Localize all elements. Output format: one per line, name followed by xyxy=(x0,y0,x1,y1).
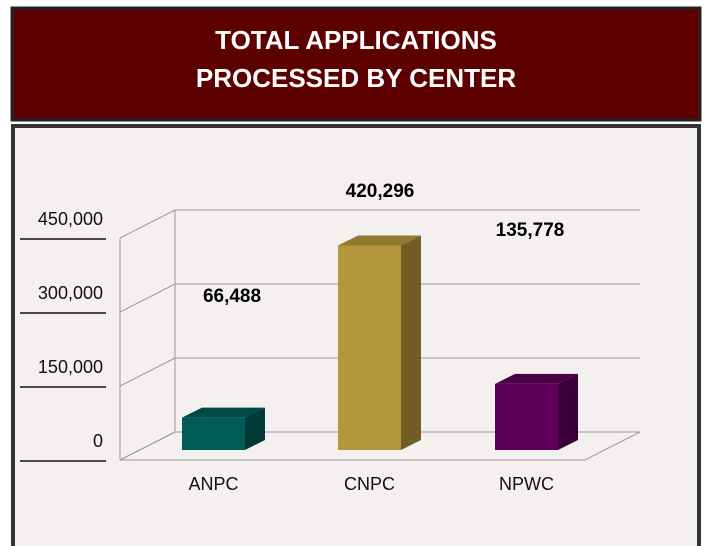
bar-top xyxy=(338,235,421,246)
x-tick-label: CNPC xyxy=(344,474,395,494)
chart-title: TOTAL APPLICATIONS xyxy=(215,25,497,55)
bar-top xyxy=(495,373,578,384)
grid-line xyxy=(119,209,176,239)
grid-line xyxy=(119,431,176,461)
bar-front xyxy=(495,383,558,450)
bar-side xyxy=(558,373,578,450)
x-tick-label: ANPC xyxy=(188,474,238,494)
chart-title: PROCESSED BY CENTER xyxy=(196,63,516,93)
data-label: 420,296 xyxy=(346,181,415,202)
bar-front xyxy=(338,245,401,450)
title-banner xyxy=(10,6,702,122)
data-label: 135,778 xyxy=(496,220,565,241)
bar-side xyxy=(401,235,421,450)
x-tick-label: NPWC xyxy=(499,474,554,494)
data-label: 66,488 xyxy=(203,286,261,307)
bar-side xyxy=(245,407,265,450)
bar-top xyxy=(182,407,265,418)
y-tick-label: 150,000 xyxy=(38,357,103,377)
y-tick-label: 450,000 xyxy=(38,209,103,229)
grid-line xyxy=(119,283,176,313)
grid-line xyxy=(119,357,176,387)
y-tick-label: 300,000 xyxy=(38,283,103,303)
bar-front xyxy=(182,417,245,450)
y-tick-label: 0 xyxy=(93,431,103,451)
